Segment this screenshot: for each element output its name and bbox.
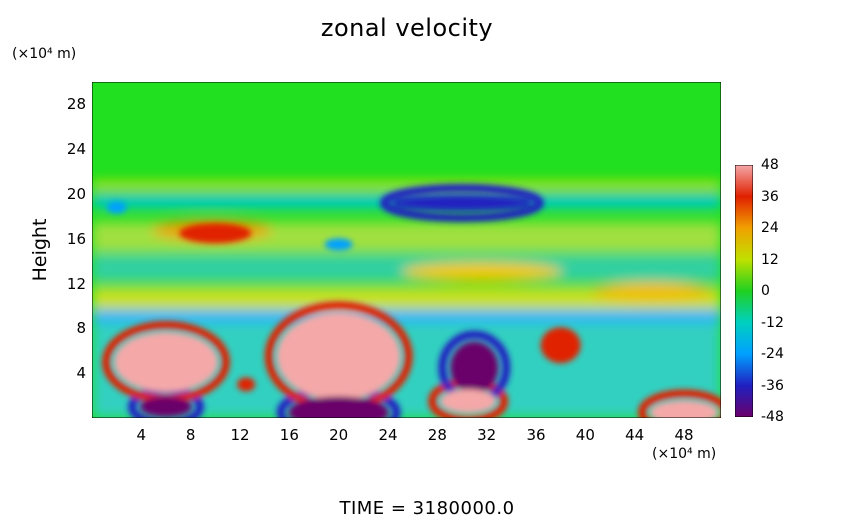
field-feature: [450, 341, 499, 394]
x-tick-label: 4: [136, 426, 147, 444]
field-feature: [392, 194, 532, 211]
chart-title: zonal velocity: [320, 14, 494, 42]
y-axis-unit: (×10⁴ m): [12, 46, 77, 62]
field-feature: [114, 332, 218, 392]
colorbar-tick-label: 36: [761, 188, 779, 205]
colorbar-tick-label: 12: [761, 251, 779, 268]
field-feature-ring: [638, 389, 721, 418]
y-tick-label: 8: [76, 319, 86, 338]
x-tick-label: 12: [230, 426, 250, 444]
colorbar-tick-label: 48: [761, 157, 779, 173]
x-tick-label: 40: [575, 426, 595, 444]
y-tick-label: 12: [66, 274, 86, 293]
field-feature: [179, 223, 252, 244]
x-tick-label: 44: [625, 426, 645, 444]
field-feature: [237, 377, 256, 392]
x-tick-label: 36: [526, 426, 546, 444]
x-tick-label: 28: [427, 426, 447, 444]
colorbar-tick-label: 0: [761, 283, 770, 299]
colorbar-tick-label: -48: [761, 409, 784, 425]
field-feature: [288, 396, 389, 418]
x-tick-label: 16: [279, 426, 299, 444]
plot-area: [92, 82, 721, 418]
y-tick-label: 20: [66, 185, 86, 203]
field-feature: [540, 327, 581, 364]
x-tick-label: 20: [329, 426, 349, 444]
field-features: [102, 183, 721, 418]
x-axis-unit: (×10⁴ m): [652, 446, 717, 462]
field-feature: [440, 389, 497, 414]
field-feature: [324, 238, 353, 251]
x-tick-label: 32: [477, 426, 497, 444]
y-tick-label: 4: [76, 364, 86, 383]
colorbar-tick-label: 24: [761, 220, 779, 236]
colorbar-tick-label: -36: [761, 377, 784, 394]
colorbar-tick-label: -12: [761, 314, 784, 331]
x-tick-label: 8: [185, 426, 196, 444]
x-tick-label: 24: [378, 426, 398, 444]
y-tick-label: 24: [66, 140, 86, 159]
x-tick-label: 48: [674, 426, 694, 444]
time-label: TIME = 3180000.0: [339, 498, 515, 519]
field-feature-ring: [380, 183, 544, 222]
field-feature: [106, 201, 127, 214]
y-tick-label: 28: [66, 95, 86, 114]
y-tick-label: 16: [66, 229, 86, 248]
colorbar-tick-label: -24: [761, 346, 784, 362]
field-feature: [650, 400, 718, 418]
colorbar: [735, 165, 753, 417]
field-feature: [140, 396, 192, 417]
field-feature: [276, 312, 401, 401]
y-axis-label: Height: [29, 218, 51, 282]
